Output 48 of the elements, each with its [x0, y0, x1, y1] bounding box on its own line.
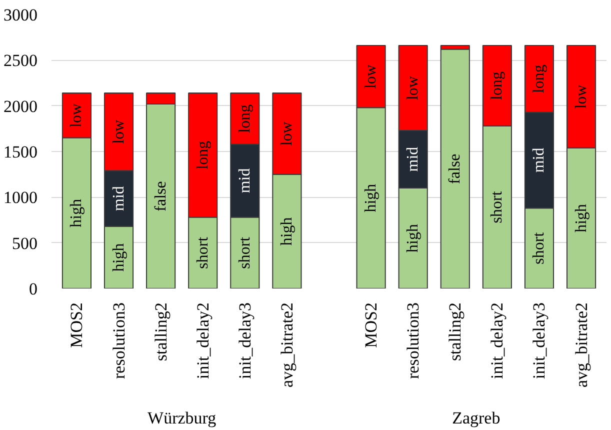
data-label: high — [68, 198, 86, 228]
x-tick-label: stalling2 — [446, 302, 465, 362]
x-tick-label: avg_bitrate2 — [277, 302, 296, 388]
data-label: mid — [404, 146, 422, 172]
x-tick-label: stalling2 — [151, 302, 170, 362]
data-label: high — [404, 224, 422, 252]
x-tick-label: MOS2 — [362, 302, 381, 348]
data-label: high — [572, 204, 590, 232]
text: Zagreb — [452, 408, 500, 428]
y-tick-label: 1500 — [4, 142, 38, 162]
text: Würzburg — [148, 408, 217, 428]
data-label: false — [446, 154, 464, 184]
x-tick-label: init_delay2 — [193, 302, 212, 379]
x-tick-label: avg_bitrate2 — [572, 302, 591, 388]
data-label: low — [110, 119, 128, 144]
y-tick-label: 1000 — [4, 188, 38, 208]
bar — [440, 48, 470, 288]
data-label: short — [236, 236, 254, 269]
x-tick-label: resolution3 — [404, 302, 423, 379]
data-label: low — [572, 84, 590, 109]
data-label: long — [194, 140, 212, 170]
data-label: mid — [530, 148, 548, 173]
data-label: low — [68, 102, 86, 128]
x-tick-label: init_delay3 — [530, 302, 549, 379]
data-label: short — [530, 232, 548, 264]
data-label: mid — [110, 186, 128, 211]
x-tick-label: MOS2 — [67, 302, 86, 348]
y-tick-label: 3000 — [4, 6, 38, 24]
data-label: low — [362, 64, 380, 89]
data-label: low — [404, 76, 422, 100]
data-label: false — [152, 181, 170, 212]
y-tick-label: 2000 — [4, 96, 38, 116]
x-tick-label: init_delay3 — [235, 302, 254, 379]
data-label: long — [488, 72, 506, 100]
data-label: long — [236, 104, 254, 133]
x-tick-label: init_delay2 — [488, 302, 507, 379]
data-label: high — [278, 217, 296, 246]
data-label: high — [362, 184, 380, 212]
data-label: short — [194, 236, 212, 269]
data-label: low — [278, 121, 296, 146]
data-label: long — [530, 64, 548, 94]
data-label: short — [488, 190, 506, 224]
data-label: mid — [236, 168, 254, 194]
y-tick-label: 2500 — [4, 51, 38, 70]
y-tick-label: 500 — [12, 234, 38, 253]
data-label: high — [110, 243, 128, 272]
x-tick-label: resolution3 — [109, 302, 128, 379]
y-tick-label: 0 — [29, 280, 38, 298]
